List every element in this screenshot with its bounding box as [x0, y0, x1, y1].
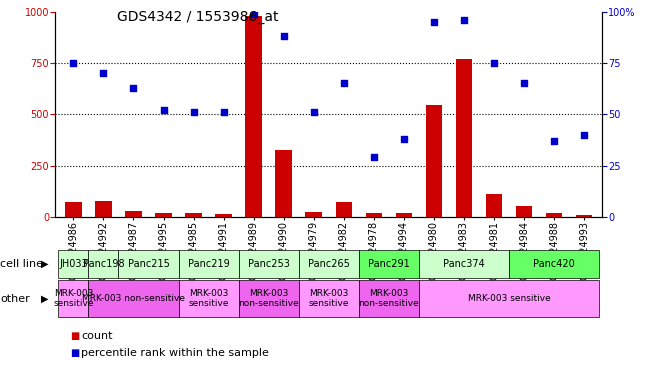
Bar [239, 280, 299, 317]
Bar [426, 105, 442, 217]
Bar [215, 214, 232, 217]
Text: ■: ■ [70, 331, 79, 341]
Bar [59, 250, 89, 278]
Bar [239, 250, 299, 278]
Text: MRK-003 non-sensitive: MRK-003 non-sensitive [82, 294, 185, 303]
Bar [366, 213, 382, 217]
Text: ■: ■ [70, 348, 79, 358]
Bar [178, 280, 239, 317]
Text: Panc253: Panc253 [248, 259, 290, 269]
Bar [275, 150, 292, 217]
Bar [89, 280, 178, 317]
Point [579, 132, 589, 138]
Text: MRK-003
non-sensitive: MRK-003 non-sensitive [359, 289, 419, 308]
Point [98, 70, 109, 76]
Text: MRK-003
non-sensitive: MRK-003 non-sensitive [238, 289, 299, 308]
Bar [245, 16, 262, 217]
Bar [95, 200, 112, 217]
Bar [359, 280, 419, 317]
Text: MRK-003
sensitive: MRK-003 sensitive [309, 289, 349, 308]
Point [429, 19, 439, 25]
Text: Panc420: Panc420 [533, 259, 575, 269]
Point [128, 84, 139, 91]
Bar [419, 280, 599, 317]
Text: ▶: ▶ [41, 293, 49, 304]
Text: ▶: ▶ [41, 259, 49, 269]
Point [249, 10, 259, 17]
Bar [89, 250, 118, 278]
Text: Panc219: Panc219 [187, 259, 229, 269]
Text: Panc374: Panc374 [443, 259, 485, 269]
Bar [65, 202, 81, 217]
Text: Panc215: Panc215 [128, 259, 169, 269]
Point [339, 80, 349, 86]
Bar [125, 211, 142, 217]
Point [549, 138, 559, 144]
Text: percentile rank within the sample: percentile rank within the sample [81, 348, 270, 358]
Bar [516, 206, 533, 217]
Bar [59, 280, 89, 317]
Bar [486, 194, 503, 217]
Text: cell line: cell line [0, 259, 43, 269]
Text: MRK-003
sensitive: MRK-003 sensitive [188, 289, 229, 308]
Point [279, 33, 289, 39]
Bar [456, 59, 472, 217]
Text: Panc198: Panc198 [83, 259, 124, 269]
Text: MRK-003 sensitive: MRK-003 sensitive [467, 294, 550, 303]
Text: Panc291: Panc291 [368, 259, 409, 269]
Point [398, 136, 409, 142]
Text: JH033: JH033 [59, 259, 88, 269]
Point [309, 109, 319, 115]
Text: count: count [81, 331, 113, 341]
Point [489, 60, 499, 66]
Bar [299, 280, 359, 317]
Bar [396, 213, 412, 217]
Bar [509, 250, 599, 278]
Bar [576, 215, 592, 217]
Bar [359, 250, 419, 278]
Bar [419, 250, 509, 278]
Bar [178, 250, 239, 278]
Bar [155, 213, 172, 217]
Bar [186, 213, 202, 217]
Text: GDS4342 / 1553986_at: GDS4342 / 1553986_at [117, 10, 279, 23]
Text: MRK-003
sensitive: MRK-003 sensitive [53, 289, 94, 308]
Bar [335, 202, 352, 217]
Point [368, 154, 379, 161]
Bar [299, 250, 359, 278]
Bar [546, 213, 562, 217]
Point [519, 80, 529, 86]
Point [158, 107, 169, 113]
Bar [305, 212, 322, 217]
Text: Panc265: Panc265 [308, 259, 350, 269]
Point [68, 60, 79, 66]
Point [188, 109, 199, 115]
Text: other: other [0, 293, 30, 304]
Bar [118, 250, 178, 278]
Point [459, 17, 469, 23]
Point [218, 109, 229, 115]
